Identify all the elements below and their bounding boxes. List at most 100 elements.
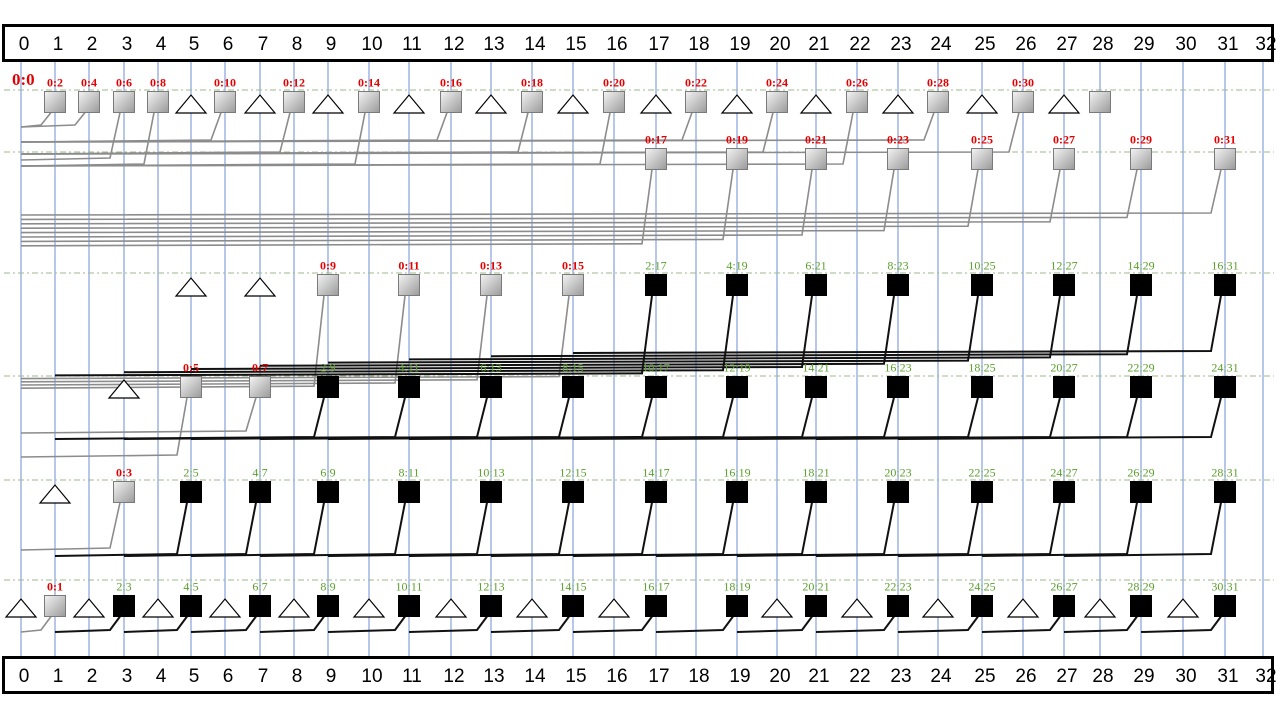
black-cell-node-8-23 <box>887 274 909 296</box>
black-cell-node-2-9 <box>317 376 339 398</box>
node-label: 20:27 <box>1050 361 1077 375</box>
black-cell-node-16-23 <box>887 376 909 398</box>
node-label: 0:13 <box>480 259 502 273</box>
bit-label-top-14: 14 <box>524 34 546 55</box>
bit-label-top-10: 10 <box>361 34 383 55</box>
wire-level-5-16-19 <box>572 502 734 557</box>
black-cell-node-4-7 <box>249 481 271 503</box>
buffer-triangle-node <box>1166 598 1200 618</box>
black-cell-node-16-31 <box>1214 274 1236 296</box>
bit-label-top-15: 15 <box>565 34 587 55</box>
buffer-triangle-node <box>72 598 106 618</box>
black-cell-node-18-25 <box>971 376 993 398</box>
buffer-triangle-node <box>921 598 955 618</box>
bit-label-top-23: 23 <box>890 34 912 55</box>
node-label: 8:23 <box>887 259 908 273</box>
gray-cell-node-0-17 <box>645 148 667 170</box>
black-cell-node-2-5 <box>180 481 202 503</box>
gray-cell-node-0-26 <box>846 91 868 113</box>
black-cell-node-4-5 <box>180 595 202 617</box>
node-label: 0:19 <box>726 133 748 147</box>
node-label: 8:9 <box>320 580 335 594</box>
wire-level-5-20-23 <box>736 502 895 557</box>
node-label: 12:27 <box>1050 259 1077 273</box>
wire-level-6-10-11 <box>327 615 406 633</box>
black-cell-node-6-21 <box>805 274 827 296</box>
wire-level-6-30-31 <box>1140 615 1222 633</box>
black-cell-node-24-25 <box>971 595 993 617</box>
buffer-triangle-node <box>208 598 242 618</box>
bit-label-bottom-15: 15 <box>565 666 587 687</box>
node-label: 2:3 <box>116 580 131 594</box>
node-label: 16:19 <box>723 466 750 480</box>
wire-level-1-0-22 <box>20 112 693 143</box>
node-label: 0:7 <box>252 361 268 375</box>
wire-level-5-24-27 <box>897 502 1061 557</box>
wire-level-2-0-19 <box>20 169 734 243</box>
bit-label-bottom-16: 16 <box>606 666 628 687</box>
bit-label-bottom-9: 9 <box>325 666 337 687</box>
wire-level-3-4-19 <box>123 295 734 374</box>
wire-level-5-22-25 <box>815 502 979 557</box>
bit-label-bottom-19: 19 <box>729 666 751 687</box>
wire-level-4-14-21 <box>490 397 813 440</box>
black-cell-node-8-9 <box>317 595 339 617</box>
black-cell-node-18-21 <box>805 481 827 503</box>
gray-cell-node-0-4 <box>78 91 100 113</box>
wire-level-6-26-27 <box>981 615 1061 633</box>
wire-level-2-0-17 <box>20 169 653 247</box>
node-label: 20:23 <box>884 466 911 480</box>
node-label: 0:21 <box>805 133 827 147</box>
bit-label-bottom-17: 17 <box>648 666 670 687</box>
buffer-triangle-node <box>4 598 38 618</box>
black-cell-node-22-23 <box>887 595 909 617</box>
bit-label-top-28: 28 <box>1092 34 1114 55</box>
bit-label-top-27: 27 <box>1056 34 1078 55</box>
wire-level-2-0-29 <box>20 169 1138 221</box>
black-cell-node-28-31 <box>1214 481 1236 503</box>
node-label: 6:21 <box>805 259 826 273</box>
node-label: 6:9 <box>320 466 335 480</box>
buffer-triangle-node <box>243 94 277 114</box>
wire-level-1-0-14 <box>20 112 366 167</box>
gray-cell-node-0-15 <box>562 274 584 296</box>
bit-label-top-13: 13 <box>483 34 505 55</box>
bit-label-bottom-8: 8 <box>291 666 303 687</box>
gray-cell-node-0-18 <box>521 91 543 113</box>
bit-label-top-4: 4 <box>155 34 167 55</box>
node-label: 10:13 <box>477 466 504 480</box>
gray-cell-node-0-30 <box>1012 91 1034 113</box>
bit-label-top-19: 19 <box>729 34 751 55</box>
wire-level-2-0-31 <box>20 169 1222 216</box>
black-cell-node-10-13 <box>480 481 502 503</box>
wire-level-6-14-15 <box>490 615 570 633</box>
buffer-triangle-node <box>311 94 345 114</box>
node-label: 22:25 <box>968 466 995 480</box>
node-label: 8:11 <box>399 466 420 480</box>
wire-level-5-14-17 <box>490 502 653 557</box>
node-label: 0:31 <box>1214 133 1236 147</box>
bit-label-bottom-27: 27 <box>1056 666 1078 687</box>
bit-label-top-7: 7 <box>257 34 269 55</box>
node-label: 20:21 <box>802 580 829 594</box>
bit-label-bottom-11: 11 <box>402 666 422 687</box>
node-label: 16:23 <box>884 361 911 375</box>
buffer-triangle-node <box>1047 94 1081 114</box>
black-cell-node-14-15 <box>562 595 584 617</box>
node-label: 0:2 <box>47 76 63 90</box>
node-label: 0:4 <box>81 76 97 90</box>
node-label: 0:1 <box>47 580 63 594</box>
wire-level-6-0-1 <box>20 616 52 633</box>
wire-level-3-12-27 <box>408 295 1061 361</box>
gray-cell-node-0-8 <box>147 91 169 113</box>
wire-level-1-0-18 <box>20 112 529 155</box>
gray-cell-node-0-29 <box>1130 148 1152 170</box>
wire-level-6-6-7 <box>190 615 257 633</box>
node-label: 8:15 <box>562 361 583 375</box>
bit-label-bottom-24: 24 <box>930 666 952 687</box>
black-cell-node-6-9 <box>317 481 339 503</box>
wire-level-4-24-31 <box>897 397 1222 440</box>
node-label: 0:18 <box>521 76 543 90</box>
bit-label-bottom-6: 6 <box>222 666 234 687</box>
gray-cell-node-0-22 <box>685 91 707 113</box>
